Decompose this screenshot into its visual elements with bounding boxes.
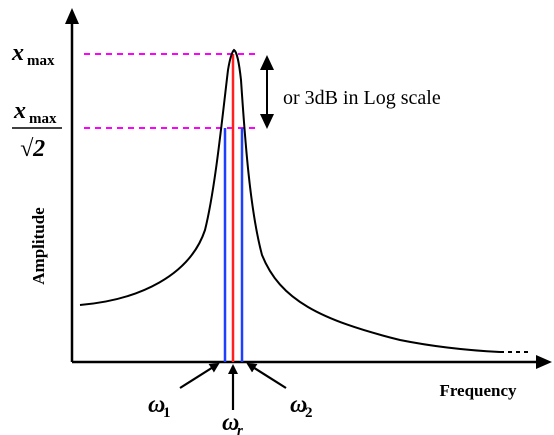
omega1-symbol: ω: [148, 392, 165, 418]
root2-denominator: √2: [20, 136, 45, 162]
xmax-over-root2-symbol: x: [13, 98, 26, 124]
omega2-subscript: 2: [305, 405, 313, 421]
xmax-label: x max: [11, 40, 55, 69]
omega1-arrow: [179, 362, 220, 389]
omega-r-symbol: ω: [222, 410, 239, 435]
double-arrow-top-head: [260, 55, 274, 70]
xmax-over-root2-label: x max √2: [12, 98, 62, 162]
omega-r-label: ω r: [222, 410, 243, 435]
x-axis-label: Frequency: [439, 381, 517, 400]
xmax-subscript: max: [27, 53, 55, 69]
double-arrow-bottom-head: [260, 114, 274, 129]
omega2-label: ω 2: [290, 392, 313, 421]
xmax-symbol: x: [11, 40, 24, 66]
omega2-arrow: [246, 362, 287, 389]
omega1-subscript: 1: [163, 405, 171, 421]
omega1-label: ω 1: [148, 392, 171, 421]
resonance-curve: [79, 48, 501, 353]
omega-r-subscript: r: [237, 423, 243, 435]
omega2-symbol: ω: [290, 392, 307, 418]
log-scale-annotation: or 3dB in Log scale: [283, 87, 441, 109]
y-axis-arrowhead: [65, 8, 79, 24]
x-axis-arrowhead: [536, 355, 552, 369]
y-axis-label: Amplitude: [29, 207, 48, 285]
xmax-over-root2-subscript: max: [29, 111, 57, 127]
